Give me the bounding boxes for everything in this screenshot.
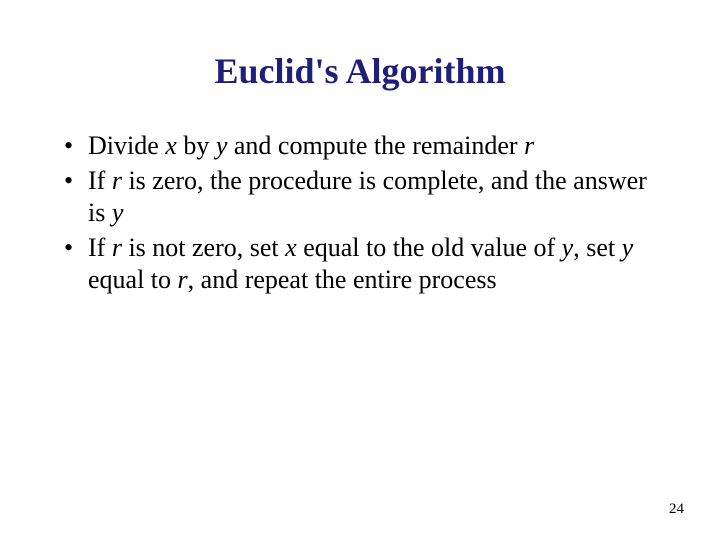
text-segment: equal to [88,265,178,294]
page-number: 24 [669,501,684,518]
bullet-item: If r is not zero, set x equal to the old… [60,232,660,297]
text-segment: y [622,233,634,262]
text-segment: r [112,233,122,262]
text-segment: r [112,166,122,195]
text-segment: equal to the old value of [297,233,562,262]
text-segment: x [165,131,177,160]
text-segment: r [178,265,188,294]
text-segment: Divide [88,131,165,160]
text-segment: , and repeat the entire process [188,265,497,294]
bullet-item: If r is zero, the procedure is complete,… [60,165,660,230]
bullet-list: Divide x by y and compute the remainder … [60,130,660,297]
bullet-item: Divide x by y and compute the remainder … [60,130,660,163]
text-segment: y [216,131,228,160]
text-segment: is zero, the procedure is complete, and … [88,166,647,228]
text-segment: r [524,131,534,160]
text-segment: and compute the remainder [227,131,524,160]
text-segment: is not zero, set [122,233,285,262]
text-segment: y [112,198,124,227]
text-segment: x [285,233,297,262]
text-segment: If [88,233,112,262]
text-segment: If [88,166,112,195]
slide: Euclid's Algorithm Divide x by y and com… [0,0,720,540]
slide-title: Euclid's Algorithm [60,50,660,92]
text-segment: , set [573,233,621,262]
text-segment: by [177,131,216,160]
text-segment: y [562,233,574,262]
